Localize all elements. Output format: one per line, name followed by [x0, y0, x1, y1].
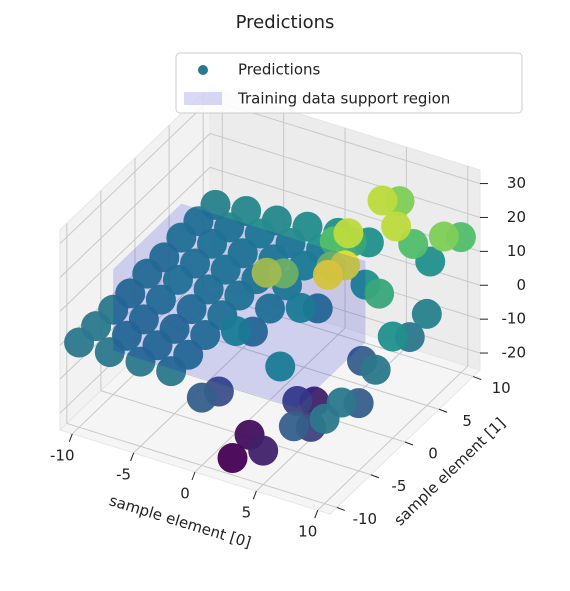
- y-tick-label: 10: [492, 379, 511, 397]
- surface-point: [411, 298, 442, 329]
- surface-point: [251, 257, 282, 288]
- surface-point: [364, 278, 395, 309]
- x-tick-label: -5: [116, 465, 131, 483]
- surface-point: [132, 258, 163, 289]
- surface-point: [428, 221, 459, 252]
- x-tick-label: 10: [298, 523, 317, 541]
- grid-line: [209, 132, 481, 218]
- x-tick: [252, 490, 257, 500]
- surface-point: [333, 218, 364, 249]
- surface-point: [193, 274, 224, 305]
- surface-point: [360, 354, 391, 385]
- surface-point: [156, 356, 187, 387]
- grid-line: [209, 99, 481, 185]
- surface-point: [176, 294, 207, 325]
- surface-point: [285, 292, 316, 323]
- support-region-face: [113, 203, 366, 327]
- z-tick-label: 30: [507, 174, 526, 192]
- surface-point: [255, 293, 285, 324]
- surface-point: [166, 222, 197, 253]
- surface-point: [64, 327, 95, 358]
- chart-title: Predictions: [236, 12, 335, 33]
- y-tick: [473, 376, 482, 381]
- surface-point: [197, 228, 228, 259]
- y-tick: [438, 408, 448, 413]
- y-tick-label: -10: [353, 510, 378, 528]
- surface-point: [282, 385, 313, 416]
- support-region-face: [297, 260, 366, 408]
- y-tick: [404, 441, 414, 446]
- y-tick: [370, 474, 380, 479]
- legend-label: Training data support region: [237, 90, 450, 108]
- surface-point: [162, 264, 193, 295]
- surface-point: [265, 351, 296, 382]
- x-tick: [314, 510, 319, 519]
- surface-point: [186, 382, 217, 413]
- x-tick-label: 5: [242, 504, 252, 522]
- surface-point: [367, 185, 398, 216]
- legend-marker: [198, 65, 208, 75]
- support-region-face: [113, 203, 182, 351]
- grid-line: [59, 99, 211, 244]
- surface-point: [217, 443, 248, 474]
- surface-point: [381, 211, 412, 242]
- grid-line: [59, 166, 211, 312]
- y-tick: [336, 506, 345, 511]
- support-region-face: [181, 203, 366, 343]
- grid-line: [66, 422, 337, 508]
- legend-patch: [184, 92, 222, 105]
- surface-point: [210, 254, 241, 285]
- support-region-face: [113, 285, 366, 408]
- surface-point: [224, 280, 255, 311]
- x-tick: [68, 433, 73, 442]
- surface-point: [309, 403, 340, 434]
- legend-box: [175, 52, 523, 114]
- surface-point: [190, 320, 221, 351]
- surface-point: [278, 411, 309, 442]
- x-tick-label: -10: [50, 446, 75, 464]
- y-tick-label: 5: [462, 412, 472, 430]
- surface-point: [125, 346, 156, 377]
- x-tick-label: 0: [180, 485, 190, 503]
- grid-line: [59, 133, 211, 278]
- x-tick: [191, 471, 196, 481]
- surface-point: [145, 284, 176, 315]
- z-tick-label: -10: [502, 310, 527, 328]
- y-tick-label: -5: [391, 477, 406, 495]
- surface-point: [94, 337, 125, 368]
- z-tick-label: 0: [516, 276, 526, 294]
- support-region-face: [113, 269, 298, 408]
- surface-point: [248, 435, 279, 466]
- z-tick-label: 20: [507, 208, 526, 226]
- surface-point: [377, 321, 408, 352]
- z-tick-label: -20: [502, 344, 527, 362]
- legend-label: Predictions: [238, 61, 321, 79]
- surface-point: [244, 218, 275, 249]
- surface-point: [312, 259, 343, 290]
- surface-point: [220, 316, 251, 347]
- y-tick-label: 0: [428, 445, 438, 463]
- x-tick: [130, 452, 135, 462]
- z-tick-label: 10: [507, 242, 526, 260]
